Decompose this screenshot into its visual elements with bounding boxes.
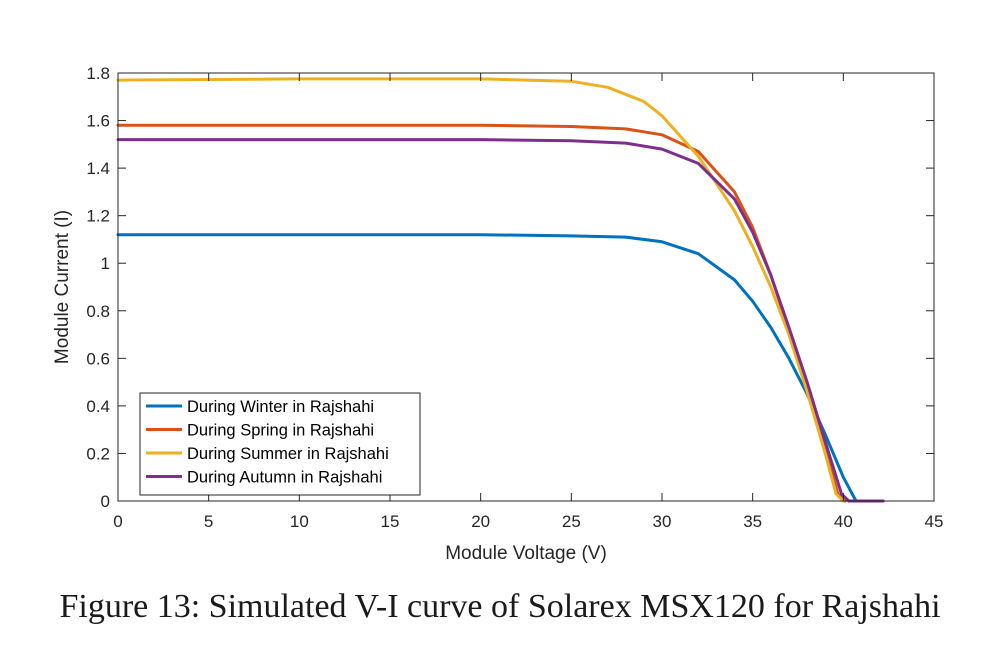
x-tick-label: 10 [290,512,309,531]
figure-caption: Figure 13: Simulated V-I curve of Solare… [59,588,941,625]
x-tick-label: 30 [653,512,672,531]
x-tick-label: 15 [381,512,400,531]
y-tick-label: 1.4 [86,159,110,178]
x-tick-label: 5 [204,512,213,531]
series-line-4 [116,138,885,503]
x-tick-label: 35 [743,512,762,531]
y-tick-label: 1 [101,254,110,273]
y-tick-label: 0 [101,492,110,511]
series-line-3 [116,77,845,503]
legend-box [139,392,421,496]
legend: During Winter in Rajshahi During Spring i… [139,392,421,496]
y-tick-label: 0.8 [86,302,110,321]
legend-label: During Summer in Rajshahi [187,445,389,463]
axes-box [117,72,935,502]
legend-label: During Spring in Rajshahi [187,422,374,440]
series-layer [116,77,885,503]
x-tick-label: 25 [562,512,581,531]
axes-layer: 0 5 10 15 20 25 30 35 40 45 0 0.2 0.4 0.6 0.8 1 1.2 1.4 1.… [86,64,943,531]
series-line-1 [116,233,882,503]
y-tick-label: 0.6 [86,349,110,368]
y-tick-label: 1.2 [86,207,110,226]
legend-label: During Winter in Rajshahi [187,398,374,416]
y-tick-label: 1.6 [86,112,110,131]
x-tick-label: 40 [834,512,853,531]
y-tick-label: 1.8 [86,64,110,83]
x-tick-label: 20 [471,512,490,531]
y-tick-label: 0.4 [86,397,110,416]
x-tick-label: 0 [113,512,122,531]
y-tick-label: 0.2 [86,444,110,463]
legend-label: During Autumn in Rajshahi [187,469,382,487]
x-axis-label: Module Voltage (V) [445,543,607,564]
x-tick-label: 45 [925,512,944,531]
chart: 0 5 10 15 20 25 30 35 40 45 0 0.2 0.4 0.6 0.8 1 1.2 1.4 1.… [52,64,943,564]
y-axis-label: Module Current (I) [52,210,73,364]
